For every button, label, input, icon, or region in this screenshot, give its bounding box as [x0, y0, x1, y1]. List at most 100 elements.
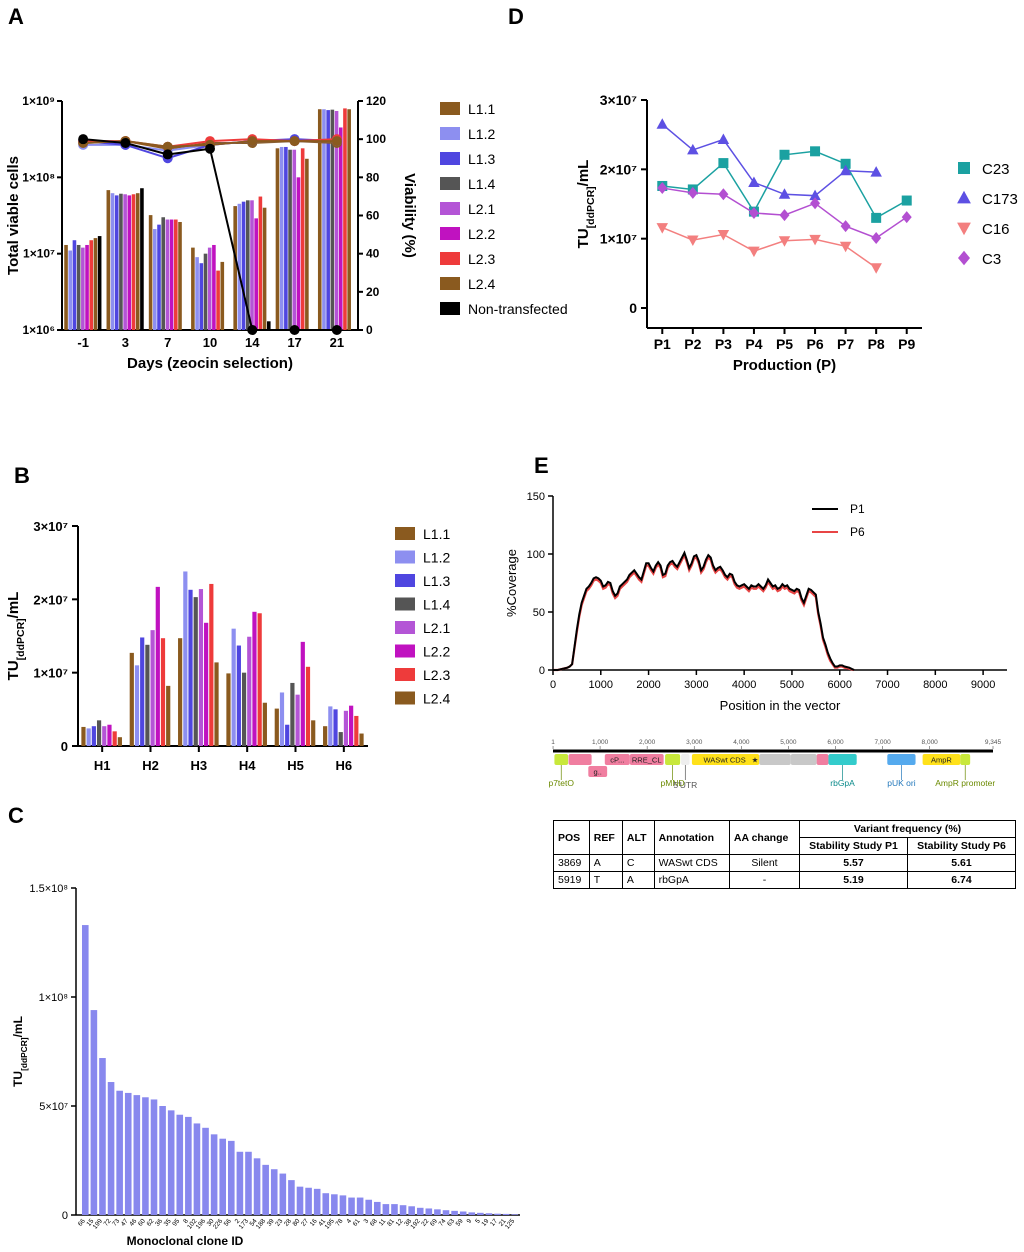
- x-tick-label: 28: [283, 1217, 293, 1227]
- bar: [178, 638, 183, 746]
- x-axis-label: Position in the vector: [720, 698, 841, 713]
- y-axis-label: TU[ddPCR]/mL: [11, 1016, 29, 1087]
- bar: [140, 637, 145, 746]
- bar: [76, 244, 81, 330]
- cell-p1: 5.19: [799, 871, 908, 889]
- y2-tick-label: 120: [366, 94, 386, 108]
- y2-axis-label: Viability (%): [401, 173, 418, 258]
- bar: [300, 641, 305, 746]
- viability-point: [120, 137, 131, 148]
- y-tick-label: 0: [539, 665, 545, 677]
- panel-label-e: E: [534, 453, 549, 478]
- data-point: [687, 235, 699, 247]
- legend-label: P1: [850, 502, 865, 516]
- bar: [328, 706, 333, 746]
- bar: [296, 1186, 304, 1215]
- bar: [72, 240, 77, 330]
- x-tick-label: 3: [363, 1217, 371, 1225]
- legend-label: L2.2: [468, 226, 495, 242]
- x-tick-label: 125: [504, 1218, 517, 1231]
- map-feature-label: g..: [594, 768, 602, 777]
- legend-label: C173: [982, 191, 1018, 208]
- col-aa-change: AA change: [728, 820, 801, 855]
- bar: [511, 1214, 518, 1215]
- bar: [91, 726, 96, 746]
- col-p6: Stability Study P6: [906, 837, 1017, 855]
- bar: [477, 1212, 484, 1215]
- legend-swatch: [440, 102, 460, 115]
- bar: [270, 1169, 278, 1215]
- bar: [434, 1209, 441, 1215]
- x-tick-label: 10: [203, 335, 217, 350]
- bar: [93, 238, 98, 330]
- data-point: [871, 231, 882, 244]
- y2-tick-label: 100: [366, 132, 386, 146]
- x-tick-label: 5000: [780, 679, 804, 691]
- bar: [202, 1127, 209, 1215]
- data-point: [717, 133, 730, 145]
- legend-label: L2.1: [468, 201, 495, 217]
- data-point: [779, 149, 790, 160]
- bar: [305, 666, 311, 746]
- legend-swatch: [440, 277, 460, 290]
- map-feature: [960, 754, 971, 765]
- bar: [198, 589, 204, 746]
- x-tick-label: 46: [128, 1217, 138, 1227]
- x-tick-label: 27: [300, 1217, 310, 1227]
- bar: [356, 1197, 364, 1215]
- cell-pos: 3869: [553, 854, 590, 872]
- map-tick-label: 6,000: [827, 739, 844, 746]
- map-tick-label: 1: [551, 739, 555, 746]
- x-tick-label: 59: [455, 1217, 465, 1227]
- bar: [131, 194, 136, 330]
- bar: [159, 1106, 166, 1215]
- bar: [183, 571, 188, 746]
- map-tick-label: 9,345: [985, 739, 1002, 746]
- legend-label: L1.3: [423, 573, 450, 589]
- x-tick-label: 39: [266, 1217, 276, 1227]
- data-point: [840, 158, 851, 169]
- col-p1: Stability Study P1: [799, 837, 908, 855]
- legend-label: L2.1: [423, 620, 450, 636]
- x-tick-label: 8000: [923, 679, 947, 691]
- x-tick-label: 12: [395, 1217, 405, 1227]
- x-tick-label: 19: [480, 1217, 490, 1227]
- chart-a-viable-cells: 1×10⁶ 1×10⁷ 1×10⁸ 1×10⁹ 0 20 40 60 80 100 120 -1 3 7 1…: [5, 94, 568, 372]
- cell-p6: 5.61: [906, 854, 1017, 872]
- bar: [338, 732, 343, 746]
- bar: [262, 1164, 269, 1215]
- bar: [226, 673, 231, 746]
- bar: [322, 109, 326, 330]
- x-axis-label: Days (zeocin selection): [127, 355, 293, 372]
- bar: [157, 224, 161, 330]
- legend-label: L2.3: [468, 251, 495, 267]
- cell-p6: 6.74: [906, 871, 1017, 889]
- y2-tick-label: 20: [366, 285, 380, 299]
- x-tick-label: 2000: [636, 679, 660, 691]
- data-point: [687, 143, 699, 155]
- y-tick-label: 50: [533, 607, 545, 619]
- y2-tick-label: 80: [366, 170, 380, 184]
- data-point: [718, 158, 729, 169]
- legend-label: L2.2: [423, 644, 450, 660]
- bar: [193, 597, 198, 746]
- col-alt: ALT: [621, 820, 655, 855]
- bar: [236, 1151, 244, 1215]
- data-point: [656, 118, 669, 129]
- data-point: [779, 209, 790, 222]
- bar: [97, 236, 102, 330]
- bar: [468, 1212, 476, 1215]
- bar: [237, 203, 242, 330]
- x-tick-label: H4: [239, 758, 256, 773]
- bar: [220, 261, 225, 330]
- x-tick-label: 63: [446, 1217, 456, 1227]
- data-point: [901, 195, 912, 206]
- data-point: [870, 166, 882, 177]
- bar: [127, 195, 132, 330]
- bar: [195, 257, 199, 330]
- bar: [382, 1204, 390, 1215]
- map-feature-label: cP...: [610, 756, 624, 765]
- y-tick-label: 100: [527, 549, 545, 561]
- bar: [142, 1097, 149, 1215]
- map-feature-label: pUK ori: [887, 778, 915, 788]
